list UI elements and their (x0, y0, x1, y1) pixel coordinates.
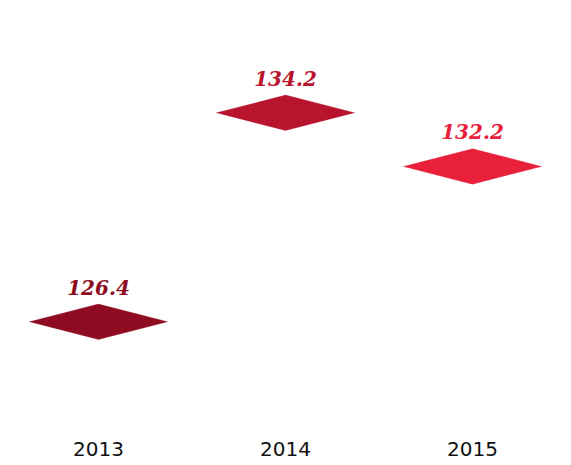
svg-text:132.2: 132.2 (441, 120, 504, 144)
svg-text:134.2: 134.2 (254, 67, 317, 91)
svg-text:2013: 2013 (73, 437, 124, 461)
svg-text:2015: 2015 (447, 437, 498, 461)
svg-text:2014: 2014 (260, 437, 311, 461)
svg-text:126.4: 126.4 (67, 276, 130, 300)
